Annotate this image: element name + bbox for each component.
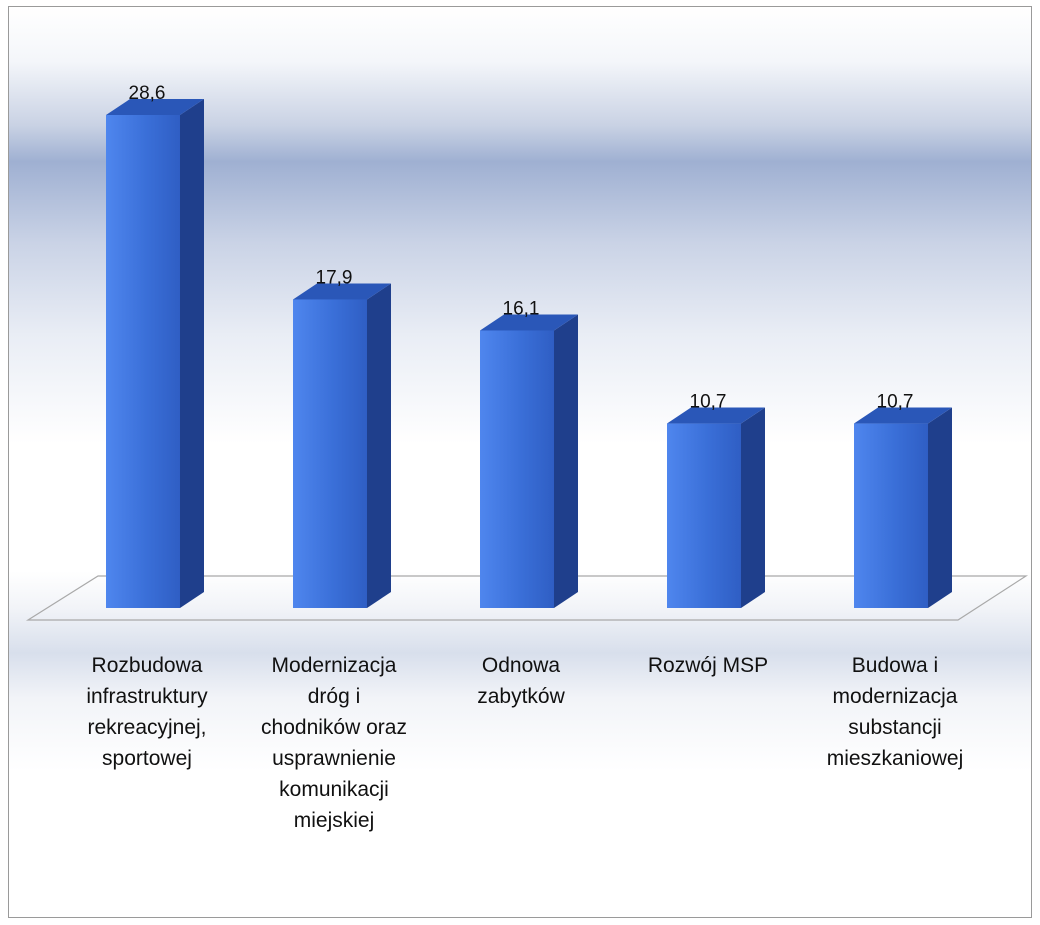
bar-side bbox=[367, 283, 391, 608]
chart-floor bbox=[25, 575, 1029, 621]
bar bbox=[293, 299, 367, 608]
data-label: 10,7 bbox=[690, 392, 727, 413]
bar-top bbox=[667, 407, 765, 424]
bar bbox=[480, 330, 554, 608]
bar-side bbox=[554, 314, 578, 608]
bar-top bbox=[293, 283, 391, 300]
category-label: Modernizacja dróg i chodników oraz uspra… bbox=[261, 654, 407, 832]
bars-group: 28,6 17,9 16,1 10,7 10,7 bbox=[106, 83, 952, 608]
bar-top bbox=[106, 99, 204, 115]
bar bbox=[667, 423, 741, 608]
data-label: 10,7 bbox=[877, 392, 914, 413]
bar bbox=[854, 423, 928, 608]
bar-side bbox=[180, 99, 204, 608]
category-label: Budowa i modernizacja substancji mieszka… bbox=[826, 654, 964, 770]
data-label: 17,9 bbox=[316, 267, 353, 288]
data-label: 16,1 bbox=[503, 298, 540, 319]
data-label: 28,6 bbox=[129, 83, 166, 104]
bar-side bbox=[928, 407, 952, 608]
bar-top bbox=[854, 407, 952, 424]
bar bbox=[106, 115, 180, 608]
bar-side bbox=[741, 407, 765, 608]
category-label: Odnowa zabytków bbox=[477, 654, 565, 708]
category-label: Rozwój MSP bbox=[647, 654, 769, 677]
bar-top bbox=[480, 314, 578, 331]
category-label: Rozbudowa infrastruktury rekreacyjnej, s… bbox=[86, 654, 208, 770]
